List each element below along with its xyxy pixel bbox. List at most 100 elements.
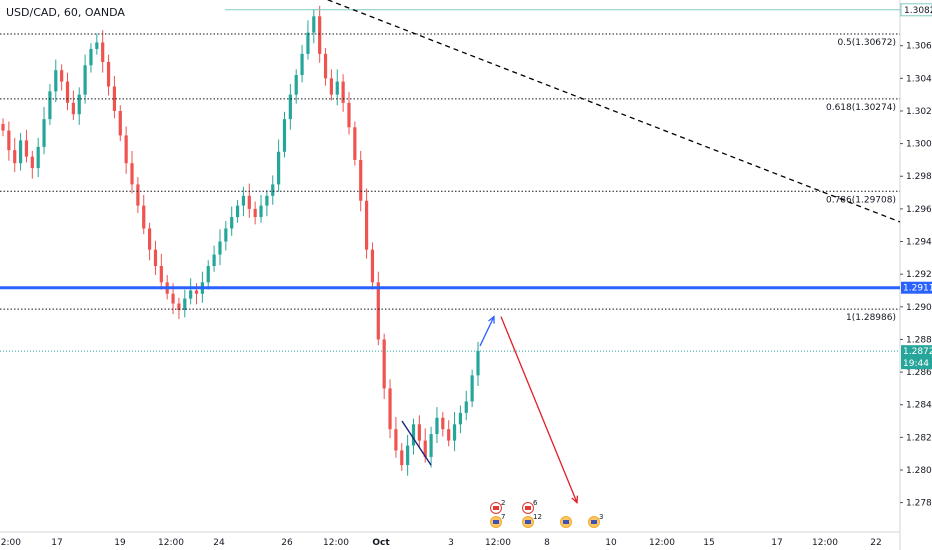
fib-level-label: 0.5(1.30672) [837,38,896,48]
candle-body [271,184,275,196]
support-price-tag-label: 1.29117 [903,284,932,294]
candle-body [411,424,416,446]
candle-body [406,445,410,466]
candle-body [189,290,193,299]
candle-body [241,195,246,206]
candle-body [318,16,322,54]
support-price-tag [901,281,932,294]
candle-body [130,163,134,185]
candle-body [77,94,81,115]
y-tick-label: 1.28400 [906,401,932,411]
y-tick-label: 1.28800 [906,335,932,345]
event-count: 7 [501,513,505,521]
fib-level-label: 1(1.28986) [846,313,896,323]
x-tick-label: 12:00 [158,538,184,548]
event-flag-mark [563,520,569,524]
y-tick-label: 1.30600 [906,42,932,52]
candle-body [112,86,117,111]
swing-high-tag [900,3,932,17]
candle-body [183,298,187,311]
candle-body [124,135,128,164]
event-flag-mark [493,506,499,510]
candle-body [364,200,369,250]
candle-body [177,303,181,311]
bearish-arrow-head [571,495,579,505]
candle-body [13,150,17,164]
candle-body [312,16,316,33]
candle-body [259,205,263,218]
candle-body [329,78,333,95]
x-tick-label: 17 [771,538,782,548]
y-tick-label: 1.28600 [906,368,932,378]
y-tick-label: 1.29800 [906,172,932,182]
candle-body [30,156,34,169]
candle-body [429,434,433,457]
x-tick-label: 10 [605,538,617,548]
candle-body [353,127,357,160]
x-tick-label: 22 [870,538,881,548]
candle-body [382,339,386,389]
y-tick-label: 1.29000 [906,303,932,313]
x-tick-label: Oct [372,538,390,548]
last-price-tag [901,345,932,370]
x-tick-label: 8 [544,538,550,548]
candle-body [247,195,251,209]
event-flag-mark [591,520,597,524]
x-tick-label: 12:00 [0,538,21,548]
candle-body [476,350,480,376]
event-count: 2 [501,499,505,507]
candle-body [118,110,122,136]
x-tick-label: 12:00 [649,538,675,548]
candle-body [1,124,5,131]
candle-body [194,290,199,294]
candle-body [235,205,240,218]
y-tick-label: 1.27800 [906,499,932,509]
y-tick-label: 1.30200 [906,107,932,117]
candle-body [95,42,99,49]
last-price-tag-label: 1.28728 [903,347,932,357]
x-tick-label: 12:00 [323,538,349,548]
bullish-arrow-shaft [479,316,495,347]
candle-body [83,65,87,95]
event-count: 6 [533,499,538,507]
x-tick-label: 19 [114,538,126,548]
y-tick-label: 1.28000 [906,466,932,476]
bullish-arrow-head [488,315,495,324]
y-tick-label: 1.30000 [906,140,932,150]
candle-body [341,81,345,103]
candle-body [148,228,152,250]
candle-body [347,102,351,128]
candle-body [142,205,146,229]
candle-body [71,102,75,115]
candle-body [423,440,427,457]
x-tick-label: 17 [51,538,62,548]
candle-body [89,48,93,66]
candle-body [464,401,468,413]
candle-body [458,412,463,425]
y-tick-label: 1.29400 [906,238,932,248]
candle-body [376,282,380,340]
candle-body [218,241,222,255]
candle-body [36,146,40,169]
swing-high-tag-label: 1.30820 [904,6,932,16]
x-tick-label: 26 [281,538,293,548]
countdown-label: 19:44 [903,359,929,369]
candle-body [417,424,421,441]
candle-body [394,429,398,451]
candle-body [48,91,52,120]
x-tick-label: 12:00 [485,538,511,548]
candle-body [388,388,392,430]
candle-body [288,94,292,120]
candle-body [42,119,46,147]
candle-body [153,249,158,266]
candle-body [24,140,29,157]
x-tick-label: 3 [448,538,454,548]
candle-body [171,293,175,304]
candle-body [206,266,210,283]
candle-body [452,424,457,441]
fib-level-label: 0.618(1.30274) [826,103,896,113]
flag-line [401,420,432,466]
candle-body [253,208,257,218]
candle-body [136,184,140,206]
